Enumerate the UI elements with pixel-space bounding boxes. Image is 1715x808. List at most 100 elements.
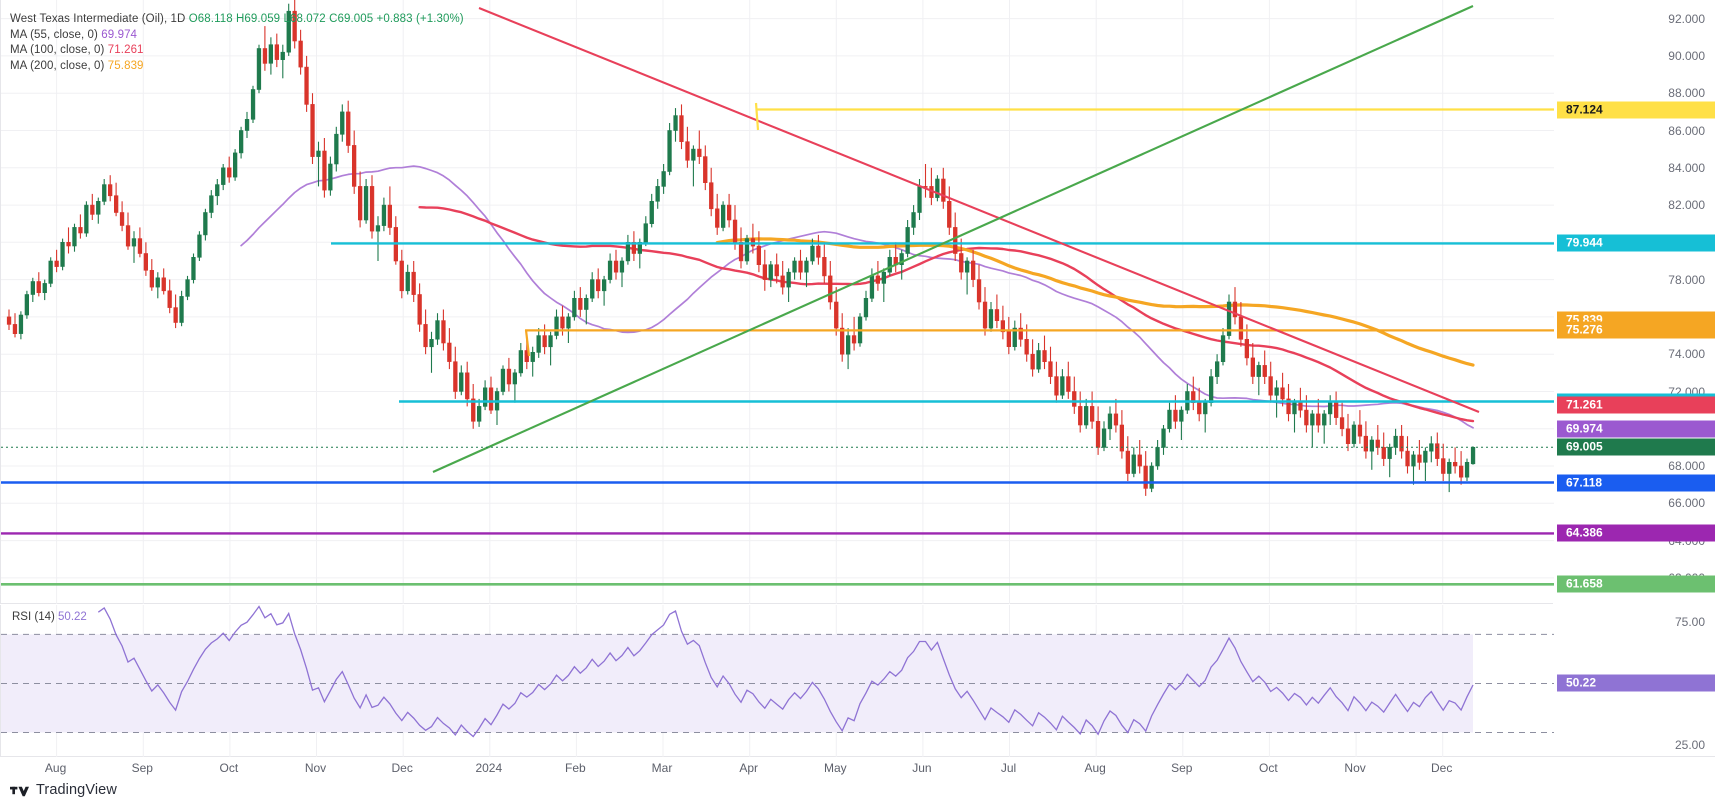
price-badge-horizontal-line-cyan[interactable]: 79.944 (1557, 234, 1715, 252)
candle (119, 212, 125, 226)
level-left-cap-yellow (754, 102, 760, 131)
price-badge-ma-55[interactable]: 69.974 (1557, 420, 1715, 438)
time-axis-tick: 2024 (475, 761, 503, 775)
price-badge-horizontal-line-green[interactable]: 61.658 (1557, 575, 1715, 593)
candle (810, 245, 815, 262)
candle (780, 275, 785, 288)
price-badge-horizontal-line-orange[interactable]: 75.276 (1557, 321, 1715, 339)
candle (1298, 402, 1303, 411)
time-axis-tick: Dec (391, 761, 413, 775)
candle (447, 342, 452, 362)
time-axis-tick: Apr (739, 761, 759, 775)
candle (530, 351, 535, 362)
candle (869, 275, 875, 299)
candle (357, 186, 363, 221)
candle (233, 152, 238, 178)
legend-ma55-row[interactable]: MA (55, close, 0) 69.974 (10, 28, 464, 44)
rsi-value-badge[interactable]: 50.22 (1557, 674, 1715, 692)
legend-low-label: L (283, 13, 290, 25)
candle (816, 245, 821, 258)
candle (429, 338, 434, 348)
candle (959, 253, 964, 273)
candle (387, 204, 393, 228)
candle (1304, 409, 1309, 426)
candle (1268, 376, 1273, 396)
candle (625, 242, 631, 262)
candle (262, 48, 268, 64)
candle (268, 44, 274, 64)
candle (280, 51, 285, 61)
candle (143, 253, 149, 271)
price-axis[interactable]: 92.00090.00088.00086.00084.00082.00080.0… (1553, 0, 1715, 757)
candle (661, 171, 666, 187)
candle (125, 225, 131, 247)
candle (905, 227, 910, 254)
rsi-pane[interactable] (0, 605, 1554, 757)
candle (351, 145, 357, 187)
candle (185, 279, 190, 297)
candle (703, 156, 708, 184)
price-axis-tick: 84.000 (1668, 160, 1705, 175)
candle (244, 119, 250, 131)
candle (1447, 461, 1452, 474)
candle (1292, 402, 1297, 415)
legend-ma100-row[interactable]: MA (100, close, 0) 71.261 (10, 43, 464, 59)
ma-100-line (418, 206, 1475, 423)
candle (417, 294, 422, 325)
price-badge-horizontal-line-purple[interactable]: 64.386 (1557, 524, 1715, 542)
time-axis[interactable]: Aug Sep Oct Nov Dec 2024 Feb Mar Apr May Jun Jul Aug… (0, 757, 1715, 781)
legend-ma200-name: MA (200, close, 0) (10, 59, 105, 72)
candle (601, 279, 607, 292)
price-badge-last-price[interactable]: 69.005 (1557, 438, 1715, 456)
legend-open-label: O (188, 13, 198, 25)
legend-change: +0.883 (376, 13, 413, 25)
candle (1095, 420, 1101, 448)
candle (411, 271, 416, 295)
candle (1470, 446, 1476, 465)
candle (1381, 447, 1386, 459)
candle (18, 314, 24, 334)
candle (1417, 454, 1422, 463)
candle (667, 130, 672, 172)
candle (72, 227, 77, 247)
legend-ma55-name: MA (55, close, 0) (10, 28, 98, 41)
price-axis-tick: 90.000 (1668, 48, 1705, 63)
legend-change-percent: (+1.30%) (415, 13, 464, 25)
candle (1066, 376, 1071, 392)
legend-high-label: H (236, 13, 245, 25)
candle (1453, 461, 1458, 467)
candle (316, 150, 321, 157)
candle (191, 256, 196, 280)
candle (786, 271, 791, 288)
price-badge-ma-100[interactable]: 71.261 (1557, 396, 1715, 414)
candle (512, 372, 518, 385)
candle (1238, 316, 1244, 340)
level-left-cap (524, 329, 531, 357)
candle (137, 238, 143, 254)
candle (346, 111, 351, 146)
candle (1220, 335, 1226, 363)
candle (179, 296, 184, 323)
candle (322, 150, 327, 191)
candle (875, 275, 881, 284)
price-axis-tick: 86.000 (1668, 123, 1705, 138)
price-badge-horizontal-line-yellow[interactable]: 87.124 (1557, 101, 1715, 118)
candle (1262, 365, 1267, 377)
candle (649, 201, 654, 225)
candlestick-series (6, 0, 1476, 496)
candle (155, 277, 160, 288)
legend-ma200-row[interactable]: MA (200, close, 0) 75.839 (10, 59, 464, 75)
candle (828, 275, 833, 303)
price-badge-horizontal-line-blue[interactable]: 67.118 (1557, 474, 1715, 491)
candle (572, 297, 577, 318)
legend-open: 68.118 (197, 13, 233, 25)
price-chart-pane[interactable] (0, 0, 1554, 604)
legend-high: 69.059 (244, 13, 281, 25)
candle (1250, 357, 1256, 377)
candle (709, 182, 714, 210)
candle (1441, 458, 1446, 474)
rsi-legend[interactable]: RSI (14) 50.22 (12, 611, 87, 623)
candle (1107, 413, 1113, 430)
time-axis-tick: May (823, 761, 847, 775)
